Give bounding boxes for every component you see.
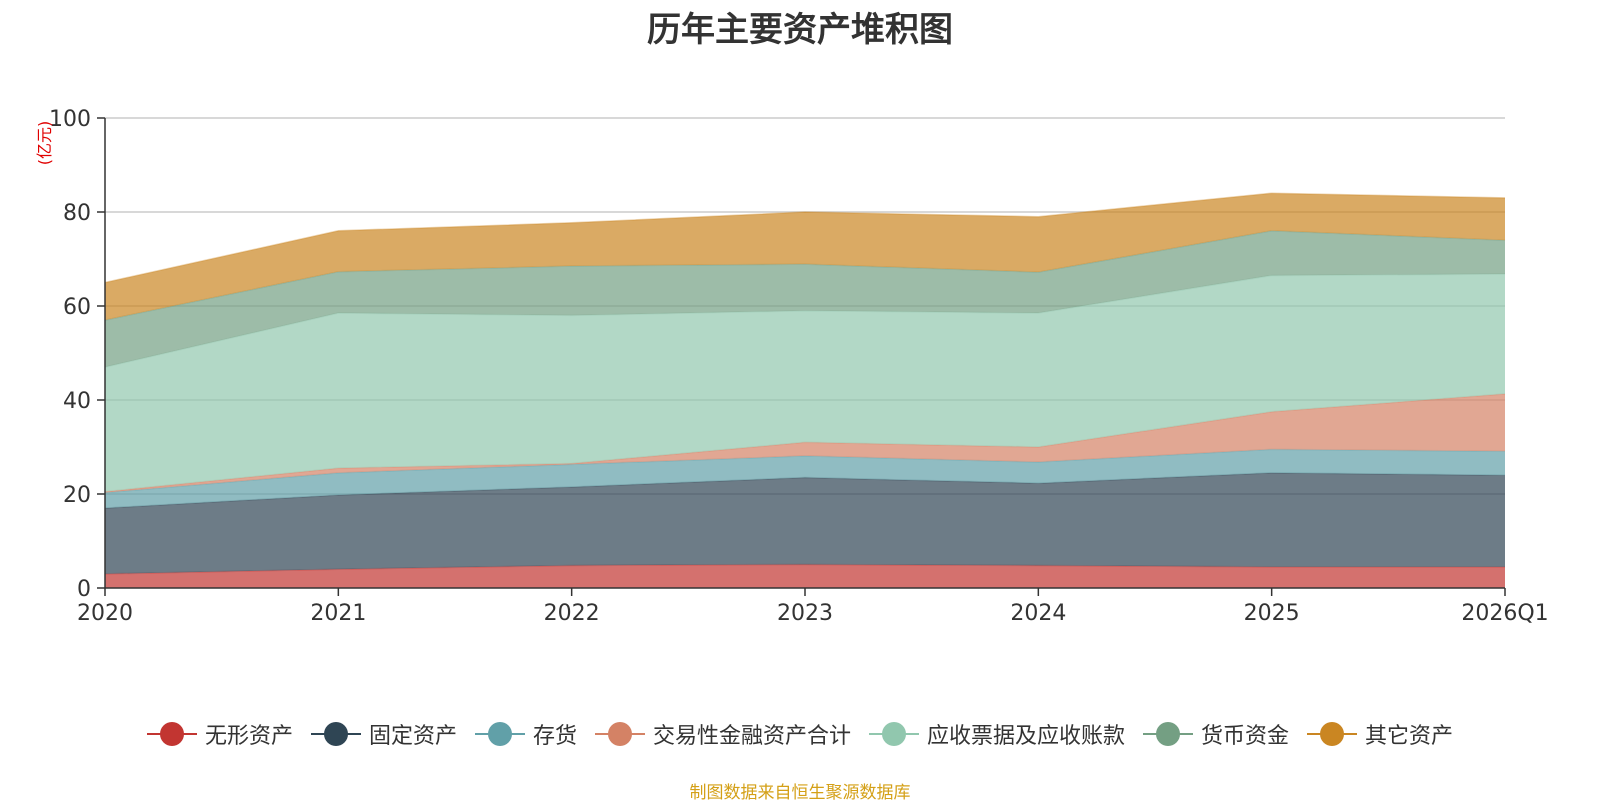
legend: 无形资产 固定资产 存货 交易性金融资产合计 应收票据及应收账款 货币资金 其它资产 [0,718,1600,750]
area-series-0 [105,564,1505,588]
area-series-6 [105,193,1505,321]
legend-item-6[interactable]: 其它资产 [1307,718,1453,750]
area-series-4 [105,274,1505,492]
chart-title: 历年主要资产堆积图 [647,10,953,50]
y-tick-label-60: 60 [63,295,91,320]
area-series-5 [105,230,1505,368]
y-tick-label-40: 40 [63,389,91,414]
legend-label: 应收票据及应收账款 [927,724,1126,749]
legend-swatch-icon [310,722,361,746]
x-tick-label-2026Q1: 2026Q1 [1461,601,1548,626]
x-tick-label-2020: 2020 [77,601,133,626]
x-tick-label-2022: 2022 [544,601,600,626]
legend-item-1[interactable]: 固定资产 [310,718,457,750]
y-tick-label-20: 20 [63,483,91,508]
legend-label: 无形资产 [204,724,293,749]
x-tick-label-2023: 2023 [777,601,833,626]
x-tick-label-2025: 2025 [1244,601,1300,626]
legend-swatch-icon [594,722,645,746]
legend-label: 存货 [532,724,577,749]
y-tick-label-80: 80 [63,201,91,226]
legend-swatch-icon [474,722,525,746]
x-tick-label-2024: 2024 [1010,601,1066,626]
legend-item-4[interactable]: 应收票据及应收账款 [869,718,1125,750]
stacked-area-chart: 0 20 40 60 80 100 2020 2021 2022 2023 2024 2025 2026… [35,107,1549,626]
y-axis-unit-label: (亿元) [35,121,54,166]
legend-swatch-icon [146,722,197,746]
legend-item-5[interactable]: 货币资金 [1143,718,1289,750]
legend-swatch-icon [1143,722,1194,746]
legend-label: 固定资产 [368,724,457,749]
area-series-2 [105,449,1505,509]
legend-item-2[interactable]: 存货 [474,718,577,750]
area-series-group [104,192,1506,588]
legend-item-3[interactable]: 交易性金融资产合计 [594,718,851,750]
y-tick-label-0: 0 [77,577,91,602]
legend-label: 交易性金融资产合计 [652,724,851,749]
axis-labels: 0 20 40 60 80 100 2020 2021 2022 2023 2024 2025 2026… [35,107,1549,626]
y-tick-label-100: 100 [49,107,91,132]
axes [97,117,1506,596]
source-note: 制图数据来自恒生聚源数据库 [689,783,911,800]
legend-label: 其它资产 [1365,724,1454,749]
legend-swatch-icon [869,722,919,746]
area-edge-6 [104,192,1506,284]
area-series-1 [105,472,1505,574]
legend-swatch-icon [1307,722,1358,746]
legend-label: 货币资金 [1201,724,1290,749]
legend-item-0[interactable]: 无形资产 [146,718,293,750]
area-series-3 [105,393,1505,493]
x-tick-label-2021: 2021 [310,601,366,626]
